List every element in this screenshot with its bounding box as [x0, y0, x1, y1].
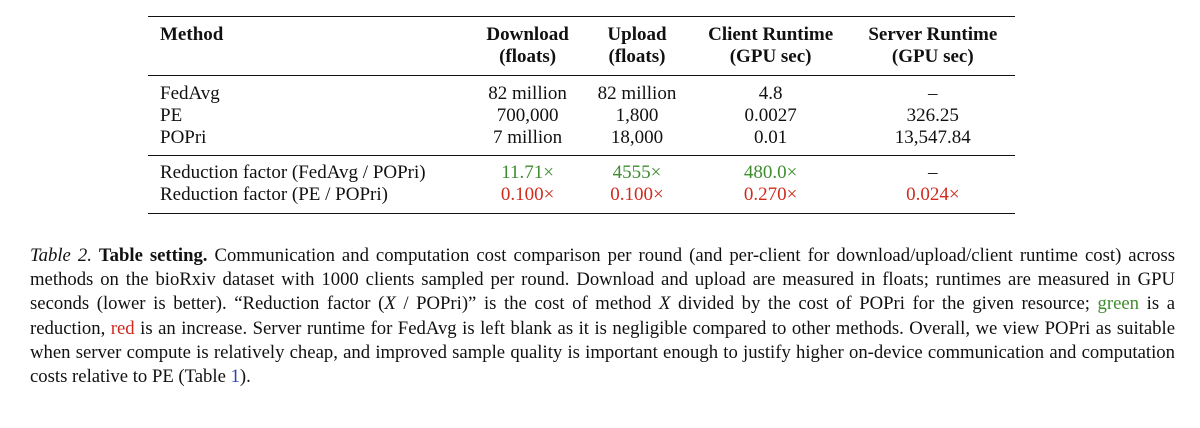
table-row-factor-fedavg-popri: Reduction factor (FedAvg / POPri) 11.71×…	[148, 155, 1015, 184]
cost-comparison-table-container: Method Download (floats) Upload (floats) C…	[148, 16, 1015, 214]
caption-title: Table setting.	[98, 245, 208, 266]
cell-download: 7 million	[493, 127, 563, 148]
caption-label: Table 2.	[30, 245, 92, 266]
cell-download: 82 million	[488, 83, 567, 104]
caption-text-3: divided by the cost of POPri for the giv…	[670, 293, 1098, 315]
cell-client-runtime-factor: 480.0×	[690, 155, 851, 184]
caption-text-5: is an increase. Server runtime for FedAv…	[30, 317, 1175, 388]
cell-method: Reduction factor (FedAvg / POPri)	[148, 155, 472, 184]
cell-method: POPri	[160, 127, 207, 148]
caption-text-4: is a reduction,	[30, 293, 1175, 339]
cost-comparison-table: Method Download (floats) Upload (floats) C…	[148, 16, 1015, 214]
header-client-runtime: Client Runtime (GPU sec)	[690, 16, 851, 76]
cell-server-runtime: 13,547.84	[894, 127, 971, 148]
cell-upload-factor: 4555×	[583, 155, 691, 184]
header-upload: Upload (floats)	[583, 16, 691, 76]
header-server-runtime: Server Runtime (GPU sec)	[850, 16, 1015, 76]
cell-server-runtime: –	[928, 83, 938, 104]
caption-text-6: ).	[239, 366, 251, 388]
cell-server-runtime-factor: –	[850, 155, 1015, 184]
cell-method: PE	[160, 105, 183, 126]
caption-math-x: X	[384, 293, 396, 315]
table-row-fedavg: FedAvg 82 million 82 million 4.8 –	[148, 76, 1015, 106]
cell-server-runtime-factor: 0.024×	[850, 184, 1015, 214]
cell-download: 700,000	[496, 105, 559, 126]
cell-download-factor: 11.71×	[471, 155, 584, 184]
cell-client-runtime: 0.01	[754, 127, 788, 148]
cell-download-factor: 0.100×	[471, 184, 584, 214]
cell-client-runtime: 0.0027	[744, 105, 797, 126]
cell-client-runtime: 4.8	[758, 83, 783, 104]
caption-text-1: Communication and computation cost compa…	[30, 245, 1175, 315]
table-reference-link[interactable]: 1	[230, 366, 240, 388]
cell-upload-factor: 0.100×	[583, 184, 691, 214]
cell-method: FedAvg	[160, 83, 220, 104]
caption-math-x: X	[658, 293, 671, 315]
table-header-row: Method Download (floats) Upload (floats) C…	[148, 16, 1015, 76]
header-download: Download (floats)	[471, 16, 584, 76]
cell-upload: 1,800	[615, 105, 659, 126]
cell-upload: 18,000	[610, 127, 664, 148]
cell-upload: 82 million	[597, 83, 677, 104]
table-caption: Table 2. Table setting. Communication an…	[30, 244, 1175, 389]
table-row-popri: POPri 7 million 18,000 0.01 13,547.84	[148, 127, 1015, 156]
caption-text-2: / POPri)” is the cost of method	[395, 293, 659, 315]
cell-client-runtime-factor: 0.270×	[690, 184, 851, 214]
header-method: Method	[148, 16, 472, 76]
caption-green-word: green	[1097, 293, 1140, 315]
table-row-pe: PE 700,000 1,800 0.0027 326.25	[148, 105, 1015, 127]
caption-red-word: red	[110, 317, 135, 339]
cell-server-runtime: 326.25	[906, 105, 959, 126]
table-row-factor-pe-popri: Reduction factor (PE / POPri) 0.100× 0.1…	[148, 184, 1015, 214]
cell-method: Reduction factor (PE / POPri)	[148, 184, 472, 214]
